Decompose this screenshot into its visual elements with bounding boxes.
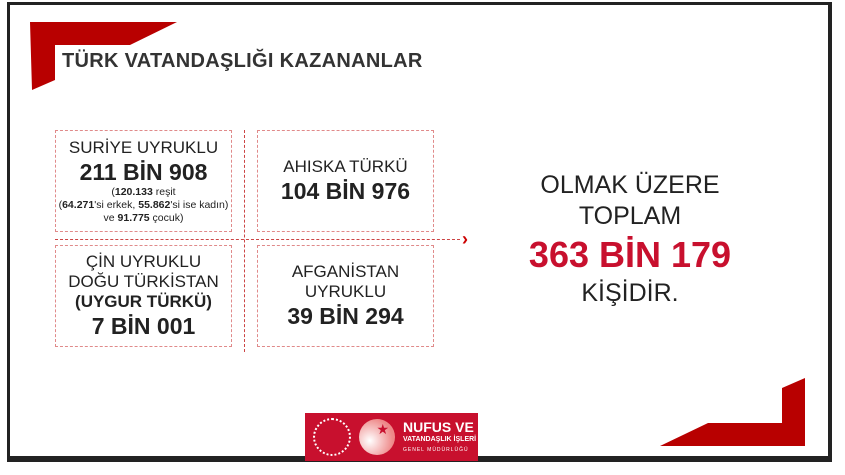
summary-line1: OLMAK ÜZERE: [540, 171, 720, 199]
summary-line2: TOPLAM: [578, 202, 682, 230]
box-detail: (120.133 reşit (64.271'si erkek, 55.862's…: [58, 185, 229, 224]
ministry-seal-icon: [313, 418, 351, 456]
box-value: 39 BİN 294: [287, 303, 404, 329]
box-label: AHISKA TÜRKÜ: [283, 157, 408, 176]
vertical-divider: [244, 130, 245, 352]
box-label-2: UYRUKLU: [304, 282, 387, 301]
box-value: 7 BİN 001: [91, 313, 196, 339]
box-label-2: DOĞU TÜRKİSTAN: [68, 272, 219, 291]
nvi-logo: ★ NUFUS VE VATANDAŞLIK İŞLERİ GENEL MÜDÜ…: [305, 413, 478, 461]
box-label: ÇİN UYRUKLU: [85, 252, 202, 271]
box-label: AFGANİSTAN: [291, 262, 400, 281]
box-label-3: (UYGUR TÜRKÜ): [75, 292, 212, 311]
top-left-red-corner: [30, 22, 177, 90]
box-label: SURİYE UYRUKLU: [68, 137, 219, 157]
crescent-star-icon: ★: [359, 419, 395, 455]
page-title: TÜRK VATANDAŞLIĞI KAZANANLAR: [62, 50, 423, 72]
box-syria: SURİYE UYRUKLU 211 BİN 908 (120.133 reşi…: [55, 130, 232, 232]
box-afghan: AFGANİSTAN UYRUKLU 39 BİN 294: [257, 245, 434, 347]
chevron-right-icon: ›: [462, 229, 468, 249]
box-uyghur: ÇİN UYRUKLU DOĞU TÜRKİSTAN (UYGUR TÜRKÜ)…: [55, 245, 232, 347]
summary-line3: KİŞİDİR.: [581, 279, 679, 307]
horizontal-divider: [55, 239, 460, 240]
summary: OLMAK ÜZERE TOPLAM 363 BİN 179 KİŞİDİR.: [500, 170, 760, 309]
bottom-right-red-corner: [660, 378, 805, 446]
box-ahiska: AHISKA TÜRKÜ 104 BİN 976: [257, 130, 434, 232]
logo-text: NUFUS VE VATANDAŞLIK İŞLERİ GENEL MÜDÜRL…: [403, 418, 477, 453]
box-value: 211 BİN 908: [79, 158, 208, 185]
slide-frame: [7, 2, 832, 462]
summary-total: 363 BİN 179: [528, 234, 732, 275]
box-value: 104 BİN 976: [280, 178, 411, 204]
